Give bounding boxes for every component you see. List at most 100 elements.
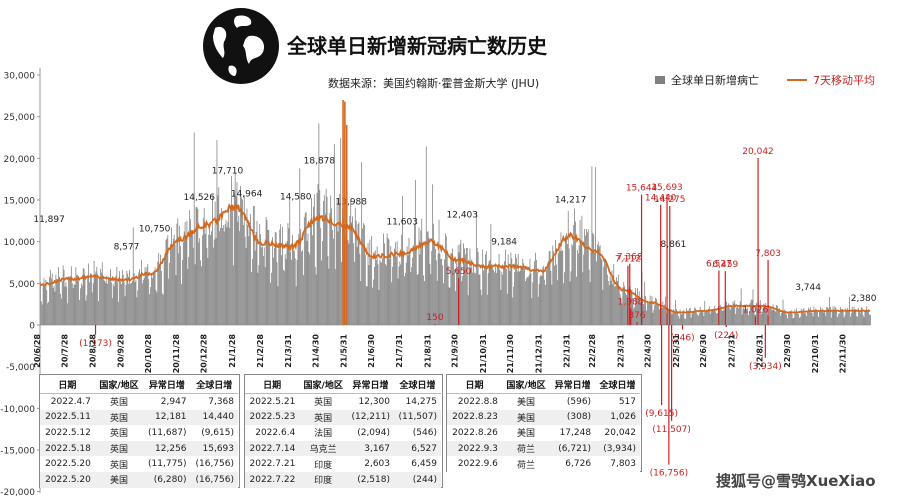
daily-death-bar: [553, 251, 555, 325]
daily-death-bar: [374, 250, 376, 325]
daily-death-bar: [596, 261, 597, 325]
daily-death-bar: [59, 276, 60, 325]
daily-death-bar: [737, 305, 738, 325]
daily-death-bar: [196, 206, 198, 325]
daily-death-bar: [234, 172, 236, 325]
daily-death-bar: [66, 286, 68, 325]
table-cell: 2022.5.20: [40, 471, 95, 488]
daily-death-bar: [808, 307, 809, 325]
daily-death-bar: [262, 246, 263, 325]
daily-death-bar: [394, 242, 396, 325]
daily-death-bar: [334, 269, 336, 325]
daily-death-bar: [830, 317, 832, 325]
daily-death-bar: [113, 286, 115, 325]
daily-death-bar: [533, 269, 535, 325]
daily-death-bar: [104, 281, 106, 325]
table-cell: 7,803: [610, 459, 636, 470]
daily-death-bar: [547, 260, 549, 325]
table-row: 2022.5.12 英国 (11,687) (9,615): [40, 425, 238, 441]
table-cell: 荷兰: [501, 440, 551, 457]
daily-death-bar: [707, 312, 708, 325]
daily-death-bar: [581, 215, 583, 325]
data-label: 14,964: [231, 189, 263, 199]
daily-death-bar: [477, 251, 479, 325]
daily-death-bar: [193, 132, 195, 325]
table-cell: 英国: [94, 409, 144, 426]
daily-death-bar: [684, 318, 686, 325]
daily-death-bar: [779, 315, 781, 325]
daily-death-bar: [306, 240, 308, 325]
daily-death-bar: [388, 239, 390, 325]
daily-death-bar: [118, 301, 120, 325]
daily-death-bar: [491, 264, 493, 325]
daily-death-bar: [311, 197, 312, 325]
daily-death-bar: [141, 259, 142, 325]
daily-death-bar: [131, 282, 132, 325]
daily-death-bar: [385, 265, 387, 325]
daily-death-bar: [690, 317, 692, 325]
daily-death-bar: [537, 296, 539, 325]
daily-death-bar: [774, 310, 776, 325]
daily-death-bar: [301, 251, 302, 325]
daily-death-bar: [626, 295, 627, 325]
x-tick-label: 21/11/30: [506, 334, 515, 374]
daily-death-bar: [274, 231, 276, 325]
table-cell: 2022.5.21: [249, 396, 296, 407]
data-label: 14,580: [280, 193, 312, 203]
daily-death-bar: [289, 198, 291, 325]
daily-death-bar: [271, 272, 272, 325]
table-cell: (3,934): [595, 440, 640, 457]
daily-death-bar: [482, 249, 484, 325]
daily-death-bar: [459, 244, 461, 325]
data-label: 150: [426, 313, 443, 323]
daily-death-bar: [500, 289, 502, 325]
moving-average-line: [39, 202, 871, 314]
daily-death-bar: [422, 242, 424, 325]
daily-death-bar: [236, 182, 238, 325]
data-label: 15,644: [626, 184, 658, 194]
daily-death-bar: [535, 260, 537, 325]
daily-death-bar: [834, 306, 836, 325]
daily-death-bar: [605, 261, 606, 325]
daily-death-bar: [370, 258, 372, 325]
daily-death-bar: [739, 301, 741, 325]
daily-death-bar: [469, 248, 471, 325]
daily-death-bar: [255, 231, 257, 325]
daily-death-bar: [109, 278, 110, 325]
x-tick-label: 22/4/30: [644, 334, 653, 368]
daily-death-bar: [222, 227, 223, 325]
daily-death-bar: [571, 244, 573, 325]
daily-death-bar: [867, 311, 869, 325]
daily-death-bar: [573, 224, 575, 325]
daily-death-bar: [257, 272, 259, 325]
daily-death-bar: [523, 263, 525, 325]
table-cell: 2022.8.26: [452, 427, 498, 438]
daily-death-bar: [132, 227, 134, 325]
daily-death-bar: [381, 262, 383, 325]
daily-death-bar: [566, 233, 567, 325]
daily-death-bar: [687, 312, 688, 325]
daily-death-bar: [716, 313, 717, 325]
daily-death-bar: [572, 245, 574, 325]
x-tick-label: 21/9/30: [451, 334, 460, 368]
daily-death-bar: [409, 251, 411, 325]
daily-death-bar: [448, 287, 450, 325]
daily-death-bar: [83, 268, 85, 325]
daily-death-bar: [498, 253, 500, 325]
daily-death-bar: [192, 247, 194, 325]
daily-death-bar: [456, 268, 458, 325]
daily-death-bar: [697, 314, 698, 325]
daily-death-bar: [839, 307, 841, 325]
daily-death-bar: [550, 270, 552, 325]
daily-death-bar: [50, 278, 52, 325]
daily-death-bar: [507, 254, 509, 325]
daily-death-bar: [101, 262, 103, 325]
table-row: 2022.5.21 英国 12,300 14,275: [245, 394, 441, 410]
x-tick-label: 22/11/30: [838, 334, 847, 374]
daily-death-bar: [162, 294, 164, 325]
daily-death-bar: [241, 197, 242, 325]
table-cell: 1,026: [595, 409, 640, 426]
daily-death-bar: [812, 316, 814, 325]
daily-death-bar: [129, 269, 130, 325]
table-header-cell: 全球日增: [190, 375, 238, 394]
